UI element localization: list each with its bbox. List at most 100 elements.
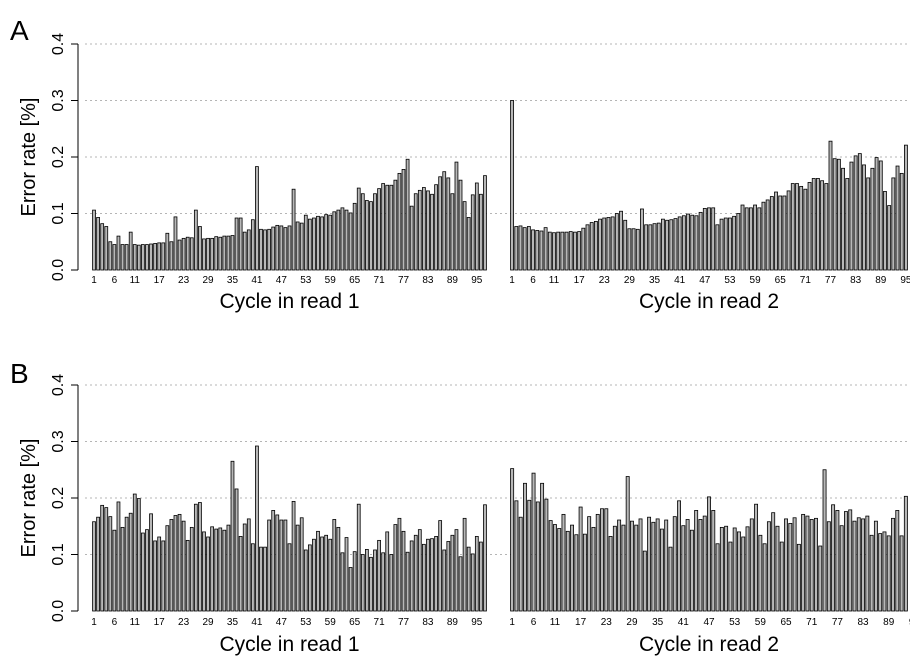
x-tick-label: 77: [398, 275, 410, 286]
bar-a-read1-cycle-10: [128, 231, 133, 271]
bar-b-read2-cycle-82: [856, 517, 861, 612]
x-tick-label: 11: [130, 275, 141, 286]
y-tick-label: 0.1: [50, 202, 67, 224]
bar-b-read2-cycle-27: [621, 524, 626, 612]
bar-a-read2-cycle-82: [849, 161, 854, 271]
bar-a-read1-cycle-64: [348, 212, 353, 271]
bar-b-read1-cycle-10: [128, 512, 133, 612]
bar-a-read1-cycle-80: [413, 193, 418, 271]
bar-a-read1-cycle-16: [153, 243, 157, 271]
bar-b-read1-cycle-25: [189, 526, 194, 612]
bar-b-read1-cycle-20: [169, 519, 174, 612]
bar-b-read2-cycle-92: [899, 535, 904, 612]
bar-b-read1-cycle-53: [303, 549, 308, 612]
bar-b-read2-cycle-91: [895, 510, 900, 612]
bar-b-read2-cycle-60: [762, 543, 767, 612]
bar-b-read2-cycle-75: [826, 521, 831, 612]
bar-a-read1-cycle-61: [336, 209, 341, 271]
y-tick-label: 0.4: [50, 374, 67, 396]
bar-a-read1-cycle-34: [226, 235, 231, 271]
bar-a-read2-cycle-11: [552, 232, 556, 271]
bar-a-read2-cycle-91: [887, 205, 892, 271]
bar-b-read1-cycle-83: [426, 538, 430, 612]
bar-a-read1-cycle-70: [373, 193, 377, 271]
bar-b-read1-cycle-29: [206, 536, 210, 612]
bar-b-read2-cycle-46: [702, 515, 707, 612]
bar-b-read1-cycle-8: [120, 526, 125, 612]
bar-a-read1-cycle-88: [446, 177, 451, 271]
bar-b-read2-cycle-85: [869, 534, 874, 612]
x-tick-label: 47: [276, 617, 288, 628]
bar-a-read1-cycle-56: [316, 215, 320, 271]
bar-a-read2-cycle-25: [610, 216, 615, 271]
bar-b-read1-cycle-31: [214, 528, 219, 612]
bar-b-read1-cycle-22: [177, 513, 182, 612]
bar-b-read2-cycle-1: [510, 468, 515, 612]
bar-b-read2-cycle-88: [882, 531, 887, 612]
bar-a-read2-cycle-56: [740, 204, 745, 271]
bar-a-read2-cycle-5: [526, 226, 531, 271]
bar-b-read2-cycle-67: [792, 517, 797, 612]
bar-a-read1-cycle-39: [246, 229, 251, 271]
bar-a-read2-cycle-36: [656, 222, 661, 271]
bar-b-read2-cycle-19: [587, 516, 592, 612]
bar-b-read1-cycle-12: [136, 498, 141, 612]
bar-a-read2-cycle-30: [631, 228, 636, 271]
bar-b-read1-cycle-55: [312, 538, 316, 612]
bar-b-read2-cycle-49: [715, 543, 720, 612]
bar-a-read1-cycle-83: [426, 190, 430, 271]
bar-b-read1-cycle-85: [434, 536, 438, 612]
x-tick-label: 89: [447, 617, 459, 628]
bar-b-read1-cycle-54: [307, 544, 312, 612]
bar-a-read2-cycle-94: [899, 172, 904, 271]
bar-a-read2-cycle-95: [904, 144, 908, 271]
x-tick-label: 89: [883, 617, 895, 628]
bar-b-read1-cycle-67: [360, 554, 365, 612]
bar-b-read1-cycle-39: [246, 518, 251, 612]
bar-a-read1-cycle-60: [332, 211, 337, 271]
bar-b-read1-cycle-66: [356, 503, 361, 612]
bar-b-read1-cycle-49: [287, 543, 292, 612]
x-tick-label: 83: [422, 275, 434, 286]
bar-b-read1-cycle-32: [218, 527, 223, 612]
bar-b-read2-cycle-43: [689, 529, 694, 612]
bar-b-read1-cycle-76: [397, 517, 402, 612]
x-axis-title: Cycle in read 2: [639, 633, 779, 656]
x-tick-label: 71: [806, 617, 818, 628]
bar-a-read2-cycle-85: [862, 164, 866, 271]
bar-a-read1-cycle-58: [324, 214, 329, 271]
bar-b-read1-cycle-4: [104, 507, 109, 612]
bar-b-read2-cycle-68: [796, 543, 801, 612]
bar-b-read1-cycle-36: [234, 488, 239, 612]
bar-b-read2-cycle-39: [672, 516, 677, 612]
bar-b-read1-cycle-34: [226, 524, 231, 612]
bar-a-read2-cycle-18: [581, 227, 586, 271]
bar-b-read2-cycle-40: [677, 500, 681, 612]
bar-b-read1-cycle-27: [198, 502, 202, 612]
bar-b-read2-cycle-54: [737, 531, 741, 612]
bar-b-read2-cycle-47: [707, 496, 711, 612]
x-tick-label: 95: [900, 275, 910, 286]
bar-a-read1-cycle-62: [340, 207, 345, 271]
bar-b-read1-cycle-69: [369, 556, 373, 612]
bar-a-read1-cycle-43: [263, 229, 267, 271]
bar-b-read2-cycle-57: [749, 518, 754, 612]
bar-a-read2-cycle-34: [648, 224, 653, 271]
bar-a-read1-cycle-94: [470, 194, 475, 271]
bar-a-read1-cycle-23: [181, 237, 186, 271]
bar-a-read2-cycle-31: [635, 228, 640, 271]
bar-b-read1-cycle-26: [193, 503, 198, 612]
bar-a-read1-cycle-7: [116, 235, 121, 271]
y-tick-label: 0.3: [50, 430, 67, 452]
x-tick-label: 65: [349, 275, 361, 286]
bar-b-read1-cycle-23: [181, 520, 186, 612]
bar-a-read1-cycle-8: [120, 244, 125, 271]
bar-b-read1-cycle-47: [279, 519, 284, 612]
bar-a-read1-cycle-54: [307, 218, 312, 271]
x-tick-label: 59: [325, 275, 337, 286]
x-tick-label: 6: [531, 617, 537, 628]
x-axis-title: Cycle in read 2: [639, 290, 779, 313]
bar-a-read2-cycle-10: [547, 231, 552, 271]
panel-label-a: A: [10, 15, 29, 46]
bar-a-read1-cycle-97: [483, 175, 487, 271]
